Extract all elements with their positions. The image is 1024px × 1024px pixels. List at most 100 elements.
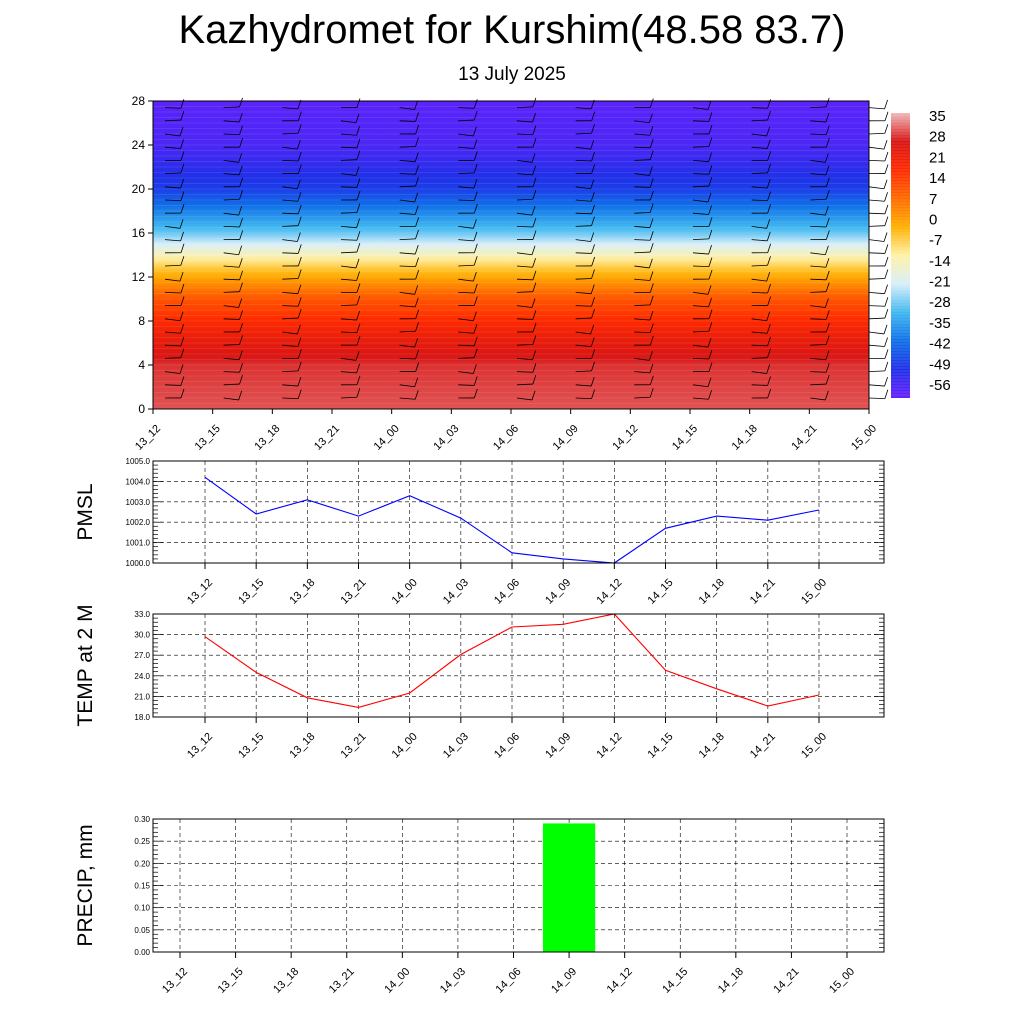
wind-barb [164, 318, 181, 322]
wind-barb [810, 226, 827, 228]
wind-barb-flag [297, 204, 302, 214]
y-tick-label: 1001.0 [126, 539, 151, 548]
wind-barb [634, 133, 650, 136]
wind-barb [458, 199, 475, 202]
wind-barb-flag [531, 153, 536, 163]
wind-barb-flag [767, 204, 772, 214]
wind-barb-flag [825, 363, 830, 373]
x-tick-label: 15_00 [799, 577, 829, 607]
wind-barb-flag [825, 230, 830, 240]
x-tick-label: 14_06 [491, 423, 521, 453]
x-tick-label: 13_18 [252, 423, 282, 453]
wind-barb-flag [297, 297, 302, 307]
wind-barb-flag [473, 283, 478, 294]
wind-barb [223, 371, 240, 373]
wind-barb [223, 212, 239, 216]
wind-barb [868, 397, 885, 400]
wind-barb-flag [531, 205, 536, 216]
wind-barb [751, 331, 768, 334]
wind-barb [692, 107, 709, 110]
x-tick-label: 14_18 [697, 577, 727, 607]
wind-barb [458, 146, 474, 149]
y-tick-label: 18.0 [134, 713, 150, 722]
wind-barb-flag [708, 112, 713, 122]
wind-barb [634, 304, 651, 306]
wind-barb [164, 226, 181, 229]
wind-barb-flag [415, 165, 419, 175]
wind-barb-flag [825, 217, 830, 228]
wind-barb-flag [708, 165, 713, 175]
wind-barb [399, 252, 416, 255]
wind-barb-flag [532, 97, 537, 108]
wind-barb [634, 120, 650, 124]
wind-barb-flag [649, 336, 654, 346]
x-tick-label: 13_15 [236, 577, 266, 607]
x-tick-label: 14_12 [594, 577, 624, 607]
wind-barb [282, 146, 298, 150]
wind-barb [575, 212, 592, 215]
wind-barb [810, 397, 826, 401]
wind-barb [751, 226, 767, 229]
wind-barb [634, 251, 651, 254]
wind-barb [399, 344, 415, 348]
wind-barb-flag [532, 258, 536, 268]
wind-barb [751, 186, 768, 189]
x-tick-label: 13_18 [271, 966, 301, 996]
wind-barb-flag [531, 245, 536, 255]
wind-barb-flag [472, 219, 477, 229]
wind-barb [399, 160, 416, 163]
wind-barb-flag [532, 165, 536, 176]
wind-barb [340, 226, 357, 229]
wind-barb [164, 186, 181, 189]
x-tick-label: 14_18 [716, 966, 746, 996]
wind-barb [282, 331, 298, 335]
wind-barb-flag [708, 124, 713, 135]
wind-barb [868, 132, 885, 135]
wind-barb-flag [824, 245, 829, 255]
wind-barb [868, 292, 885, 295]
wind-barb [810, 358, 826, 361]
wind-barb-flag [239, 270, 243, 280]
wind-barb [399, 199, 415, 203]
x-tick-label: 13_12 [185, 577, 215, 607]
wind-barb-flag [884, 389, 889, 399]
page-title: Kazhydromet for Kurshim(48.58 83.7) [178, 8, 846, 52]
wind-barb [634, 212, 651, 214]
wind-barb-flag [884, 284, 888, 294]
wind-barb-flag [297, 337, 302, 347]
colorbar-label: 28 [929, 129, 946, 146]
x-tick-label: 13_12 [185, 731, 215, 761]
wind-barb-flag [884, 256, 889, 267]
wind-barb [575, 132, 592, 135]
wind-barb-flag [649, 242, 654, 253]
wind-barb-flag [415, 309, 420, 319]
wind-barb-flag [179, 219, 184, 229]
wind-barb-flag [180, 348, 185, 358]
wind-barb [164, 239, 181, 242]
wind-barb-flag [180, 191, 185, 201]
wind-barb [516, 318, 533, 320]
wind-barb-flag [766, 311, 771, 321]
y-tick-label: 0 [138, 402, 145, 416]
wind-barb-flag [473, 296, 478, 306]
wind-barb [868, 317, 885, 320]
wind-barb-flag [707, 100, 712, 110]
wind-barb [810, 173, 826, 176]
wind-barb [810, 106, 827, 108]
wind-barb [575, 199, 592, 202]
wind-barb [868, 305, 885, 307]
wind-barb [575, 370, 592, 372]
wind-barb-flag [766, 178, 771, 189]
pmsl-panel: 1000.0 1001.0 1002.0 1003.0 1004.0 1005.0 13_1… [74, 457, 885, 607]
precip-bar [542, 823, 596, 952]
wind-barb [575, 146, 591, 150]
x-tick-label: 14_03 [441, 731, 471, 761]
panel-frame [152, 613, 885, 718]
x-tick-label: 15_00 [849, 423, 879, 453]
wind-barb [692, 238, 709, 240]
wind-barb-flag [591, 124, 595, 134]
wind-barb [399, 238, 416, 240]
wind-barb-flag [708, 229, 713, 240]
wind-barb [810, 291, 827, 293]
wind-barb [868, 107, 885, 110]
